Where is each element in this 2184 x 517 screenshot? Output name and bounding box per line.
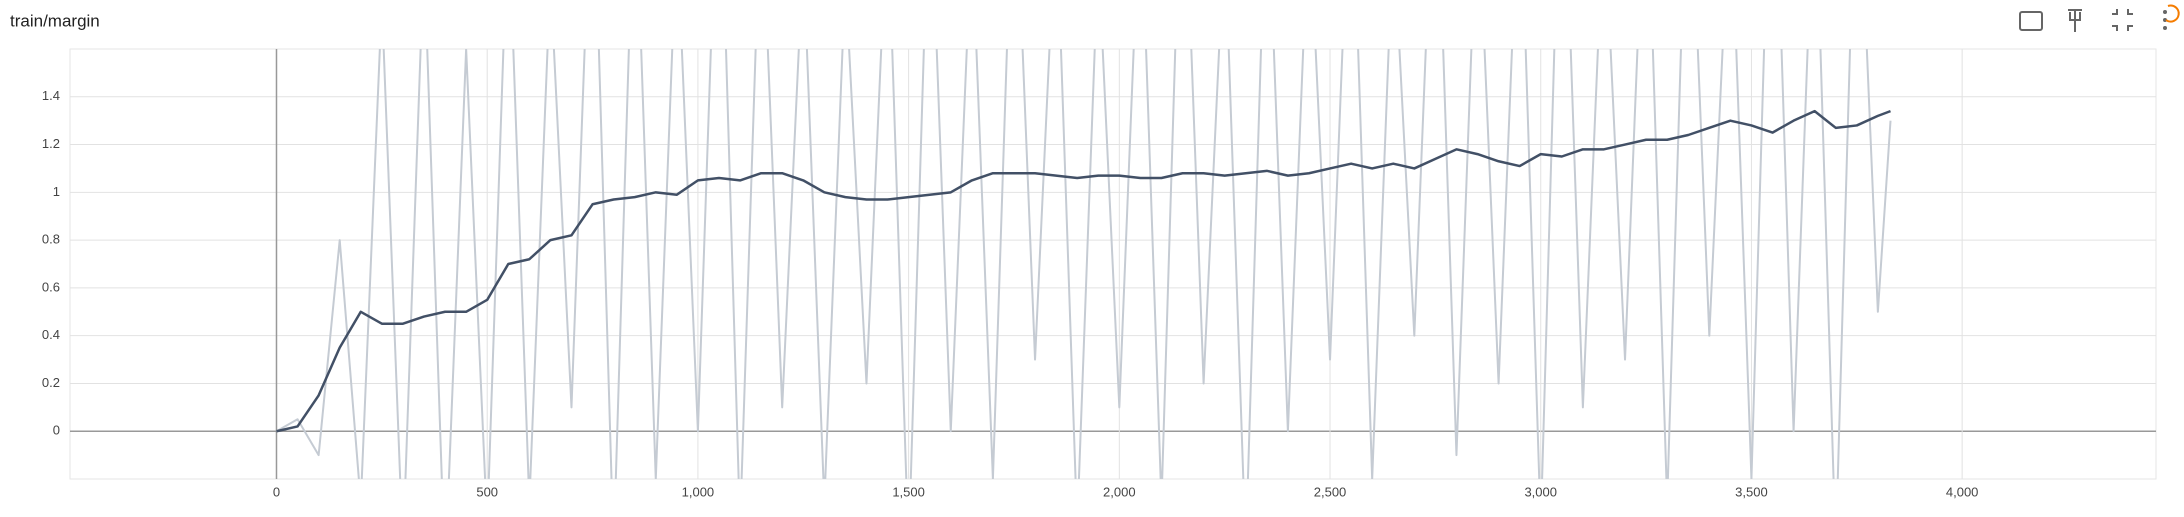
x-tick-label: 1,500 (892, 484, 925, 499)
x-tick-label: 3,000 (1524, 484, 1557, 499)
y-tick-label: 0.4 (42, 327, 60, 342)
smoothed-line (276, 109, 1891, 433)
x-tick-label: 3,500 (1735, 484, 1768, 499)
x-tick-label: 2,500 (1314, 484, 1347, 499)
x-tick-label: 4,000 (1946, 484, 1979, 499)
y-tick-label: 0 (53, 423, 60, 438)
plot-area (275, 49, 1892, 479)
x-tick-label: 0 (273, 484, 280, 499)
pin-button[interactable] (2068, 9, 2082, 32)
x-tick-label: 1,000 (682, 484, 715, 499)
fit-domain-button[interactable] (2019, 11, 2043, 31)
x-tick-label: 2,000 (1103, 484, 1136, 499)
chart-title: train/margin (10, 11, 100, 30)
collapse-button[interactable] (2112, 9, 2133, 31)
y-tick-label: 0.2 (42, 375, 60, 390)
raw-line (275, 49, 1892, 479)
loading-indicator (2165, 4, 2180, 23)
y-tick-label: 0.8 (42, 232, 60, 247)
plot-frame (69, 48, 2157, 480)
y-tick-label: 0.6 (42, 279, 60, 294)
toolbar (2019, 4, 2180, 32)
x-tick-label: 500 (476, 484, 498, 499)
y-tick-label: 1.4 (42, 88, 60, 103)
y-tick-label: 1.2 (42, 136, 60, 151)
y-tick-label: 1 (53, 184, 60, 199)
